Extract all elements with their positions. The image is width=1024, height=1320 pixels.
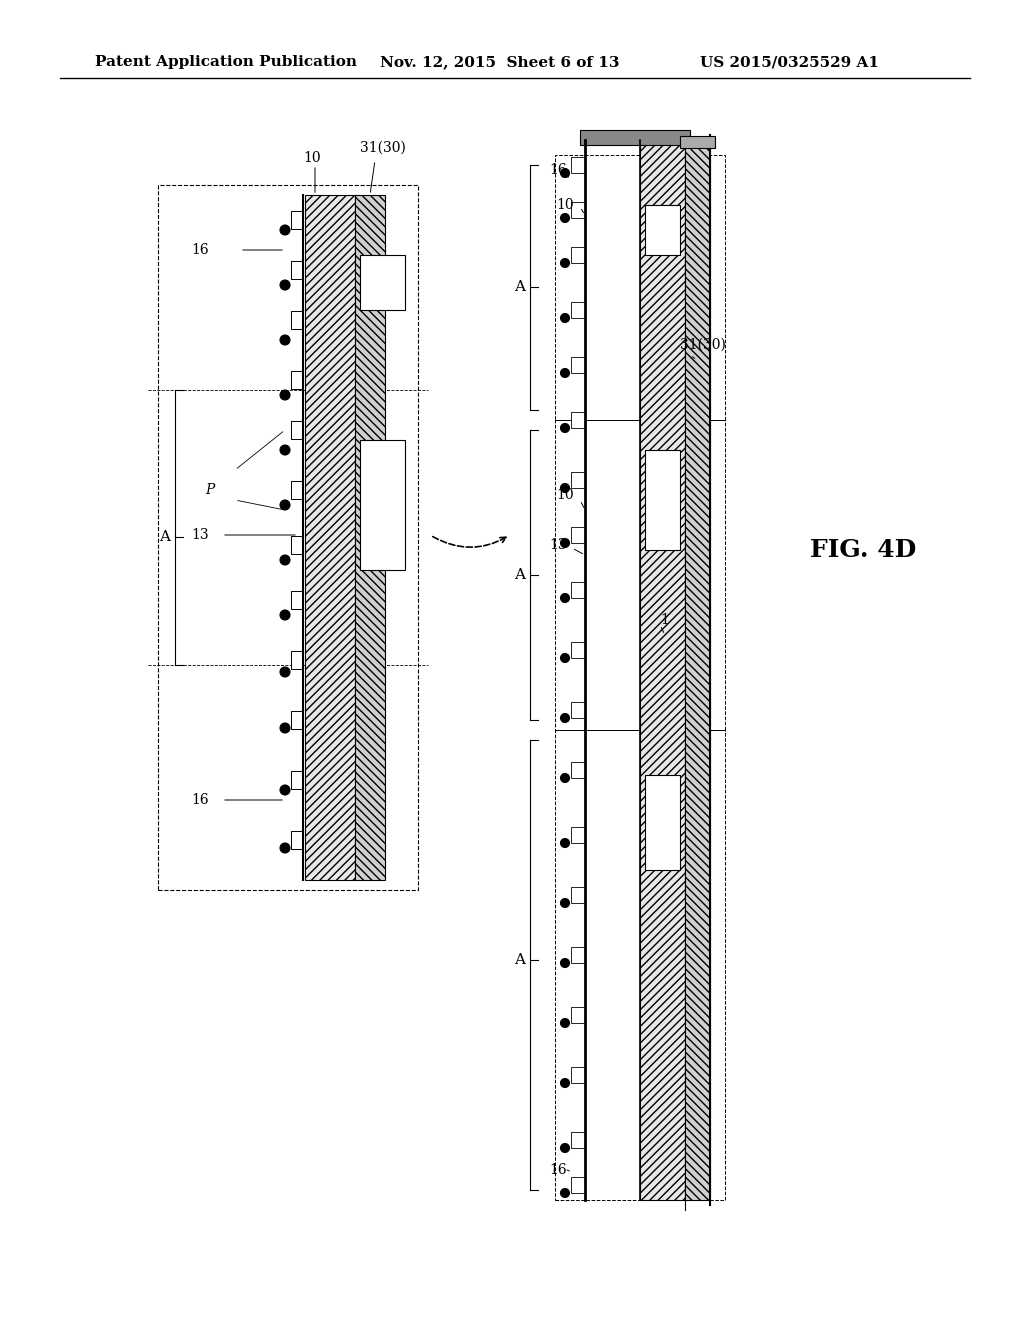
Bar	[571, 946, 585, 964]
Bar	[555, 154, 725, 420]
Circle shape	[280, 389, 290, 400]
Circle shape	[560, 214, 569, 223]
Bar	[291, 771, 303, 789]
Circle shape	[560, 259, 569, 268]
Text: 16: 16	[549, 1163, 567, 1177]
Circle shape	[560, 424, 569, 433]
Bar	[640, 140, 685, 1200]
Text: P: P	[206, 483, 215, 498]
Bar	[645, 450, 680, 550]
Text: Nov. 12, 2015  Sheet 6 of 13: Nov. 12, 2015 Sheet 6 of 13	[380, 55, 620, 69]
Text: US 2015/0325529 A1: US 2015/0325529 A1	[700, 55, 879, 69]
Bar	[645, 775, 680, 870]
Circle shape	[280, 335, 290, 345]
Circle shape	[280, 224, 290, 235]
Bar	[291, 421, 303, 440]
Text: 1: 1	[660, 612, 670, 627]
Bar	[571, 1067, 585, 1082]
Circle shape	[560, 1143, 569, 1152]
Circle shape	[280, 723, 290, 733]
Bar	[571, 1007, 585, 1023]
Circle shape	[560, 714, 569, 722]
Text: 10: 10	[556, 488, 573, 502]
Circle shape	[280, 610, 290, 620]
Text: A: A	[160, 531, 171, 544]
Bar	[571, 356, 585, 374]
Text: 16: 16	[191, 793, 209, 807]
Circle shape	[280, 785, 290, 795]
Circle shape	[560, 1078, 569, 1088]
Bar	[360, 440, 406, 570]
Text: 10: 10	[303, 150, 321, 165]
Circle shape	[280, 667, 290, 677]
Circle shape	[560, 169, 569, 177]
Bar	[305, 195, 355, 880]
Bar	[645, 205, 680, 255]
Bar	[580, 129, 690, 145]
Circle shape	[560, 1188, 569, 1197]
Bar	[291, 711, 303, 729]
Circle shape	[280, 280, 290, 290]
Circle shape	[560, 539, 569, 548]
Bar	[555, 730, 725, 1200]
Bar	[571, 302, 585, 318]
Text: FIG. 4D: FIG. 4D	[810, 539, 916, 562]
Circle shape	[560, 958, 569, 968]
Bar	[571, 473, 585, 488]
Text: A: A	[514, 280, 525, 294]
Bar	[571, 202, 585, 218]
Bar	[571, 412, 585, 428]
Text: 31(30): 31(30)	[360, 141, 406, 154]
Bar	[291, 261, 303, 279]
Bar	[571, 887, 585, 903]
Bar	[685, 140, 710, 1200]
Circle shape	[560, 483, 569, 492]
Bar	[571, 527, 585, 543]
Bar	[571, 828, 585, 843]
Text: 16: 16	[191, 243, 209, 257]
Circle shape	[560, 314, 569, 322]
Circle shape	[560, 899, 569, 908]
Bar	[571, 762, 585, 777]
Bar	[360, 255, 406, 310]
Bar	[571, 247, 585, 263]
Circle shape	[560, 653, 569, 663]
Text: A: A	[514, 953, 525, 968]
Bar	[571, 157, 585, 173]
Bar	[571, 1177, 585, 1193]
Circle shape	[560, 1019, 569, 1027]
Bar	[355, 195, 385, 880]
Circle shape	[280, 445, 290, 455]
Bar	[571, 582, 585, 598]
Bar	[291, 480, 303, 499]
Text: 13: 13	[191, 528, 209, 543]
Bar	[680, 136, 715, 148]
Text: 10: 10	[556, 198, 573, 213]
Bar	[291, 832, 303, 849]
Circle shape	[560, 368, 569, 378]
Bar	[291, 591, 303, 609]
Bar	[571, 702, 585, 718]
Bar	[291, 312, 303, 329]
Bar	[291, 211, 303, 228]
Circle shape	[280, 843, 290, 853]
Bar	[291, 371, 303, 389]
Text: A: A	[514, 568, 525, 582]
Bar	[555, 420, 725, 730]
Bar	[291, 536, 303, 554]
Bar	[571, 1133, 585, 1148]
Circle shape	[280, 554, 290, 565]
Bar	[158, 185, 418, 890]
Circle shape	[560, 774, 569, 783]
Bar	[571, 642, 585, 657]
Circle shape	[560, 594, 569, 602]
Circle shape	[280, 500, 290, 510]
Text: 13: 13	[549, 539, 567, 552]
Circle shape	[560, 838, 569, 847]
Text: Patent Application Publication: Patent Application Publication	[95, 55, 357, 69]
Text: 31(30): 31(30)	[680, 338, 726, 352]
Bar	[291, 651, 303, 669]
Text: 16: 16	[549, 162, 567, 177]
